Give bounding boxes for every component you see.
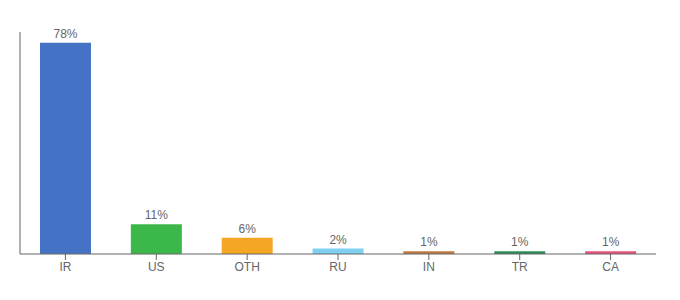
svg-text:TR: TR: [512, 260, 528, 274]
svg-text:1%: 1%: [602, 235, 620, 249]
svg-text:RU: RU: [329, 260, 346, 274]
svg-text:OTH: OTH: [234, 260, 259, 274]
svg-text:US: US: [148, 260, 165, 274]
svg-text:78%: 78%: [53, 27, 77, 41]
svg-text:2%: 2%: [329, 233, 347, 247]
svg-text:1%: 1%: [511, 235, 529, 249]
svg-text:CA: CA: [602, 260, 619, 274]
svg-text:IN: IN: [423, 260, 435, 274]
svg-text:IR: IR: [59, 260, 71, 274]
svg-text:11%: 11%: [145, 208, 168, 222]
svg-text:1%: 1%: [420, 235, 438, 249]
svg-text:6%: 6%: [239, 222, 257, 236]
